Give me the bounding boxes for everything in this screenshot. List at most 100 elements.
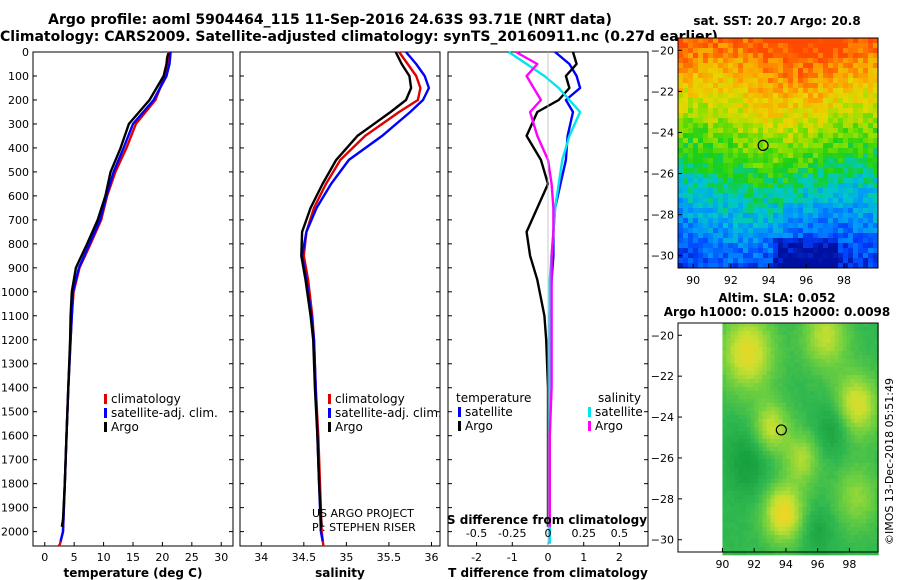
sst-cell <box>788 108 794 114</box>
sla-cell <box>742 459 747 464</box>
sla-cell <box>750 423 755 428</box>
sst-cell <box>728 123 734 129</box>
sla-cell <box>854 343 859 348</box>
sla-cell <box>774 411 779 416</box>
sla-cell <box>754 507 759 512</box>
sst-cell <box>853 118 859 124</box>
sla-cell <box>754 351 759 356</box>
sla-cell <box>758 383 763 388</box>
sla-cell <box>810 475 815 480</box>
sla-cell <box>858 483 863 488</box>
sst-cell <box>718 188 724 194</box>
sst-cell <box>723 193 729 199</box>
sla-cell <box>798 495 803 500</box>
sst-cell <box>793 258 799 264</box>
sst-cell <box>813 183 819 189</box>
sla-cell <box>818 451 823 456</box>
sst-cell <box>873 238 879 244</box>
sla-cell <box>790 331 795 336</box>
sla-cell <box>778 527 783 532</box>
sst-cell <box>753 193 759 199</box>
sla-cell <box>814 323 819 328</box>
sst-cell <box>758 238 764 244</box>
sla-cell <box>722 427 727 432</box>
sst-cell <box>798 93 804 99</box>
sst-cell <box>848 148 854 154</box>
sst-cell <box>768 188 774 194</box>
sla-cell <box>766 467 771 472</box>
sla-blank <box>678 323 723 552</box>
sla-cell <box>818 351 823 356</box>
sst-cell <box>763 133 769 139</box>
x-tick-label: -1 <box>507 551 518 564</box>
sst-cell <box>828 123 834 129</box>
sst-cell <box>693 63 699 69</box>
sla-cell <box>794 395 799 400</box>
sla-cell <box>826 519 831 524</box>
sla-cell <box>834 515 839 520</box>
sst-cell <box>843 213 849 219</box>
sst-cell <box>758 83 764 89</box>
sla-cell <box>762 479 767 484</box>
sst-cell <box>723 63 729 69</box>
sla-cell <box>762 483 767 488</box>
sla-cell <box>754 527 759 532</box>
sla-cell <box>770 363 775 368</box>
sst-cell <box>873 133 879 139</box>
sla-cell <box>726 551 731 556</box>
sla-cell <box>762 523 767 528</box>
sst-cell <box>828 93 834 99</box>
sla-cell <box>814 463 819 468</box>
sst-cell <box>688 188 694 194</box>
sst-cell <box>808 148 814 154</box>
sla-cell <box>774 359 779 364</box>
sla-cell <box>838 495 843 500</box>
sla-cell <box>746 419 751 424</box>
sst-cell <box>858 128 864 134</box>
sla-cell <box>874 535 879 540</box>
sla-cell <box>814 383 819 388</box>
sst-cell <box>708 218 714 224</box>
sla-cell <box>750 459 755 464</box>
sla-cell <box>798 415 803 420</box>
sla-cell <box>794 403 799 408</box>
sla-cell <box>858 499 863 504</box>
sst-cell <box>738 218 744 224</box>
sst-cell <box>848 243 854 249</box>
sla-cell <box>754 359 759 364</box>
float-position-marker <box>757 139 769 152</box>
sla-cell <box>754 331 759 336</box>
sst-cell <box>803 123 809 129</box>
sla-cell <box>874 359 879 364</box>
sla-cell <box>850 547 855 552</box>
sst-cell <box>868 98 874 104</box>
sst-cell <box>873 113 879 119</box>
sst-cell <box>808 258 814 264</box>
sst-cell <box>688 103 694 109</box>
sst-cell <box>708 243 714 249</box>
sla-cell <box>750 375 755 380</box>
sla-cell <box>874 347 879 352</box>
sla-cell <box>854 407 859 412</box>
sla-cell <box>782 523 787 528</box>
sla-cell <box>850 423 855 428</box>
sla-cell <box>742 543 747 548</box>
sla-cell <box>798 523 803 528</box>
sla-cell <box>738 447 743 452</box>
sst-cell <box>823 233 829 239</box>
sst-cell <box>708 48 714 54</box>
sla-cell <box>730 335 735 340</box>
sla-cell <box>778 343 783 348</box>
sst-cell <box>798 188 804 194</box>
sst-cell <box>723 238 729 244</box>
sla-cell <box>734 443 739 448</box>
sla-cell <box>790 391 795 396</box>
sst-cell <box>833 198 839 204</box>
sla-cell <box>798 455 803 460</box>
sla-cell <box>778 367 783 372</box>
sla-cell <box>814 351 819 356</box>
sst-cell <box>753 263 759 269</box>
y-tick-label: −26 <box>651 168 674 181</box>
sla-cell <box>870 499 875 504</box>
sst-cell <box>678 43 684 49</box>
